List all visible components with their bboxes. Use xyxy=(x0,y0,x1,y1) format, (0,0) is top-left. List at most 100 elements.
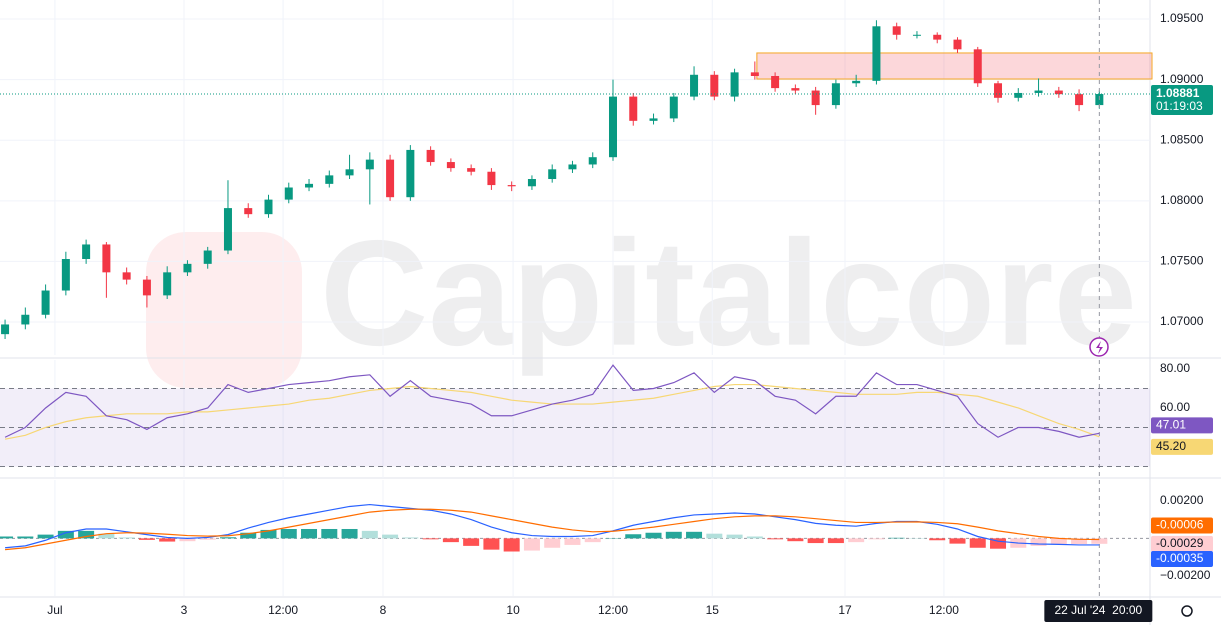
histogram-bar xyxy=(625,534,642,539)
histogram-bar xyxy=(17,536,34,539)
last-value-label: -0.00006 xyxy=(1156,518,1204,532)
candle-body xyxy=(811,90,820,106)
histogram-bar xyxy=(686,531,703,539)
candle-body xyxy=(710,74,719,97)
candle-body xyxy=(264,199,273,215)
histogram-bar xyxy=(422,538,439,540)
histogram-bar xyxy=(827,538,844,544)
y-tick-label: −0.00200 xyxy=(1160,568,1211,582)
histogram-bar xyxy=(57,530,74,539)
x-tick-label: 10 xyxy=(506,603,520,617)
candle-body xyxy=(122,272,131,280)
histogram-bar xyxy=(807,538,824,544)
price-label: 1.08881 xyxy=(1156,86,1200,100)
alert-bolt xyxy=(1096,341,1103,354)
watermark-text: Capitalcore xyxy=(320,209,1137,377)
x-tick-label: 12:00 xyxy=(598,603,628,617)
candle-body xyxy=(365,159,374,170)
histogram-bar xyxy=(240,532,257,539)
candle-body xyxy=(608,96,617,158)
candle-body xyxy=(163,272,172,296)
y-tick-label: 1.07500 xyxy=(1160,254,1204,268)
histogram-bar xyxy=(665,531,682,539)
candle-body xyxy=(21,314,30,325)
countdown: 01:19:03 xyxy=(1156,99,1203,113)
histogram-bar xyxy=(503,538,520,552)
candle-body xyxy=(61,259,70,291)
y-tick-label: 60.00 xyxy=(1160,400,1190,414)
histogram-bar xyxy=(990,538,1007,549)
candle-body xyxy=(791,88,800,91)
histogram-bar xyxy=(969,538,986,548)
candle-body xyxy=(102,244,111,273)
histogram-bar xyxy=(645,532,662,539)
histogram-bar xyxy=(280,528,297,539)
histogram-bar xyxy=(138,538,155,540)
histogram-bar xyxy=(361,530,378,539)
last-value-label: -0.00029 xyxy=(1156,536,1204,550)
last-value-label-box xyxy=(1151,535,1213,552)
histogram-bar xyxy=(78,530,95,539)
candle-body xyxy=(446,162,455,169)
candle-body xyxy=(669,96,678,119)
rsi-line xyxy=(4,364,1100,438)
histogram-bar xyxy=(118,537,135,539)
candle-body xyxy=(345,169,354,176)
candle-body xyxy=(1075,94,1084,106)
candle-body xyxy=(892,26,901,35)
last-value-label: -0.00035 xyxy=(1156,551,1204,565)
x-tick-label: 17 xyxy=(838,603,852,617)
candle-body xyxy=(142,279,151,296)
last-value-label: 45.20 xyxy=(1156,439,1186,453)
histogram-bar xyxy=(0,536,14,539)
x-tick-label: 8 xyxy=(380,603,387,617)
candle-body xyxy=(771,75,780,89)
candle-body xyxy=(305,183,314,188)
histogram-bar xyxy=(787,538,804,542)
settings-icon[interactable] xyxy=(1181,605,1193,617)
histogram-bar xyxy=(260,529,277,539)
histogram-bar xyxy=(868,538,885,540)
histogram-bar xyxy=(98,533,115,539)
candle-body xyxy=(325,175,334,184)
candle-body xyxy=(507,185,516,187)
candle-body xyxy=(649,118,658,121)
last-value-label-box xyxy=(1151,438,1213,455)
x-tick-label: 12:00 xyxy=(929,603,959,617)
histogram-bar xyxy=(544,538,561,548)
candle-body xyxy=(244,208,253,215)
candle-body xyxy=(568,164,577,170)
histogram-bar xyxy=(219,537,236,539)
y-tick-label: 1.08500 xyxy=(1160,132,1204,146)
y-tick-label: 1.09500 xyxy=(1160,11,1204,25)
histogram-bar xyxy=(888,537,905,539)
candle-body xyxy=(1014,92,1023,98)
candle-body xyxy=(953,39,962,50)
histogram-bar xyxy=(483,538,500,550)
candle-body xyxy=(82,244,91,260)
histogram-bar xyxy=(463,538,480,546)
histogram-bar xyxy=(199,538,216,540)
candle-body xyxy=(973,49,982,84)
candle-body xyxy=(994,83,1003,98)
histogram-bar xyxy=(564,538,581,545)
macd-line xyxy=(5,508,1100,551)
histogram-bar xyxy=(706,533,723,539)
candle-body xyxy=(750,72,759,76)
histogram-bar xyxy=(442,538,459,543)
y-tick-label: 1.07000 xyxy=(1160,314,1204,328)
histogram-bar xyxy=(321,528,338,539)
candle-body xyxy=(588,157,597,165)
candle-body xyxy=(690,74,699,97)
histogram-bar xyxy=(1030,538,1047,546)
candle-body xyxy=(223,208,232,251)
candle-body xyxy=(629,96,638,121)
candle-body xyxy=(730,72,739,97)
candle-body xyxy=(41,290,50,315)
candle-body xyxy=(1054,90,1063,95)
x-tick-label: 15 xyxy=(706,603,720,617)
candle-body xyxy=(467,168,476,172)
candle-body xyxy=(1034,90,1043,93)
histogram-bar xyxy=(159,538,176,542)
